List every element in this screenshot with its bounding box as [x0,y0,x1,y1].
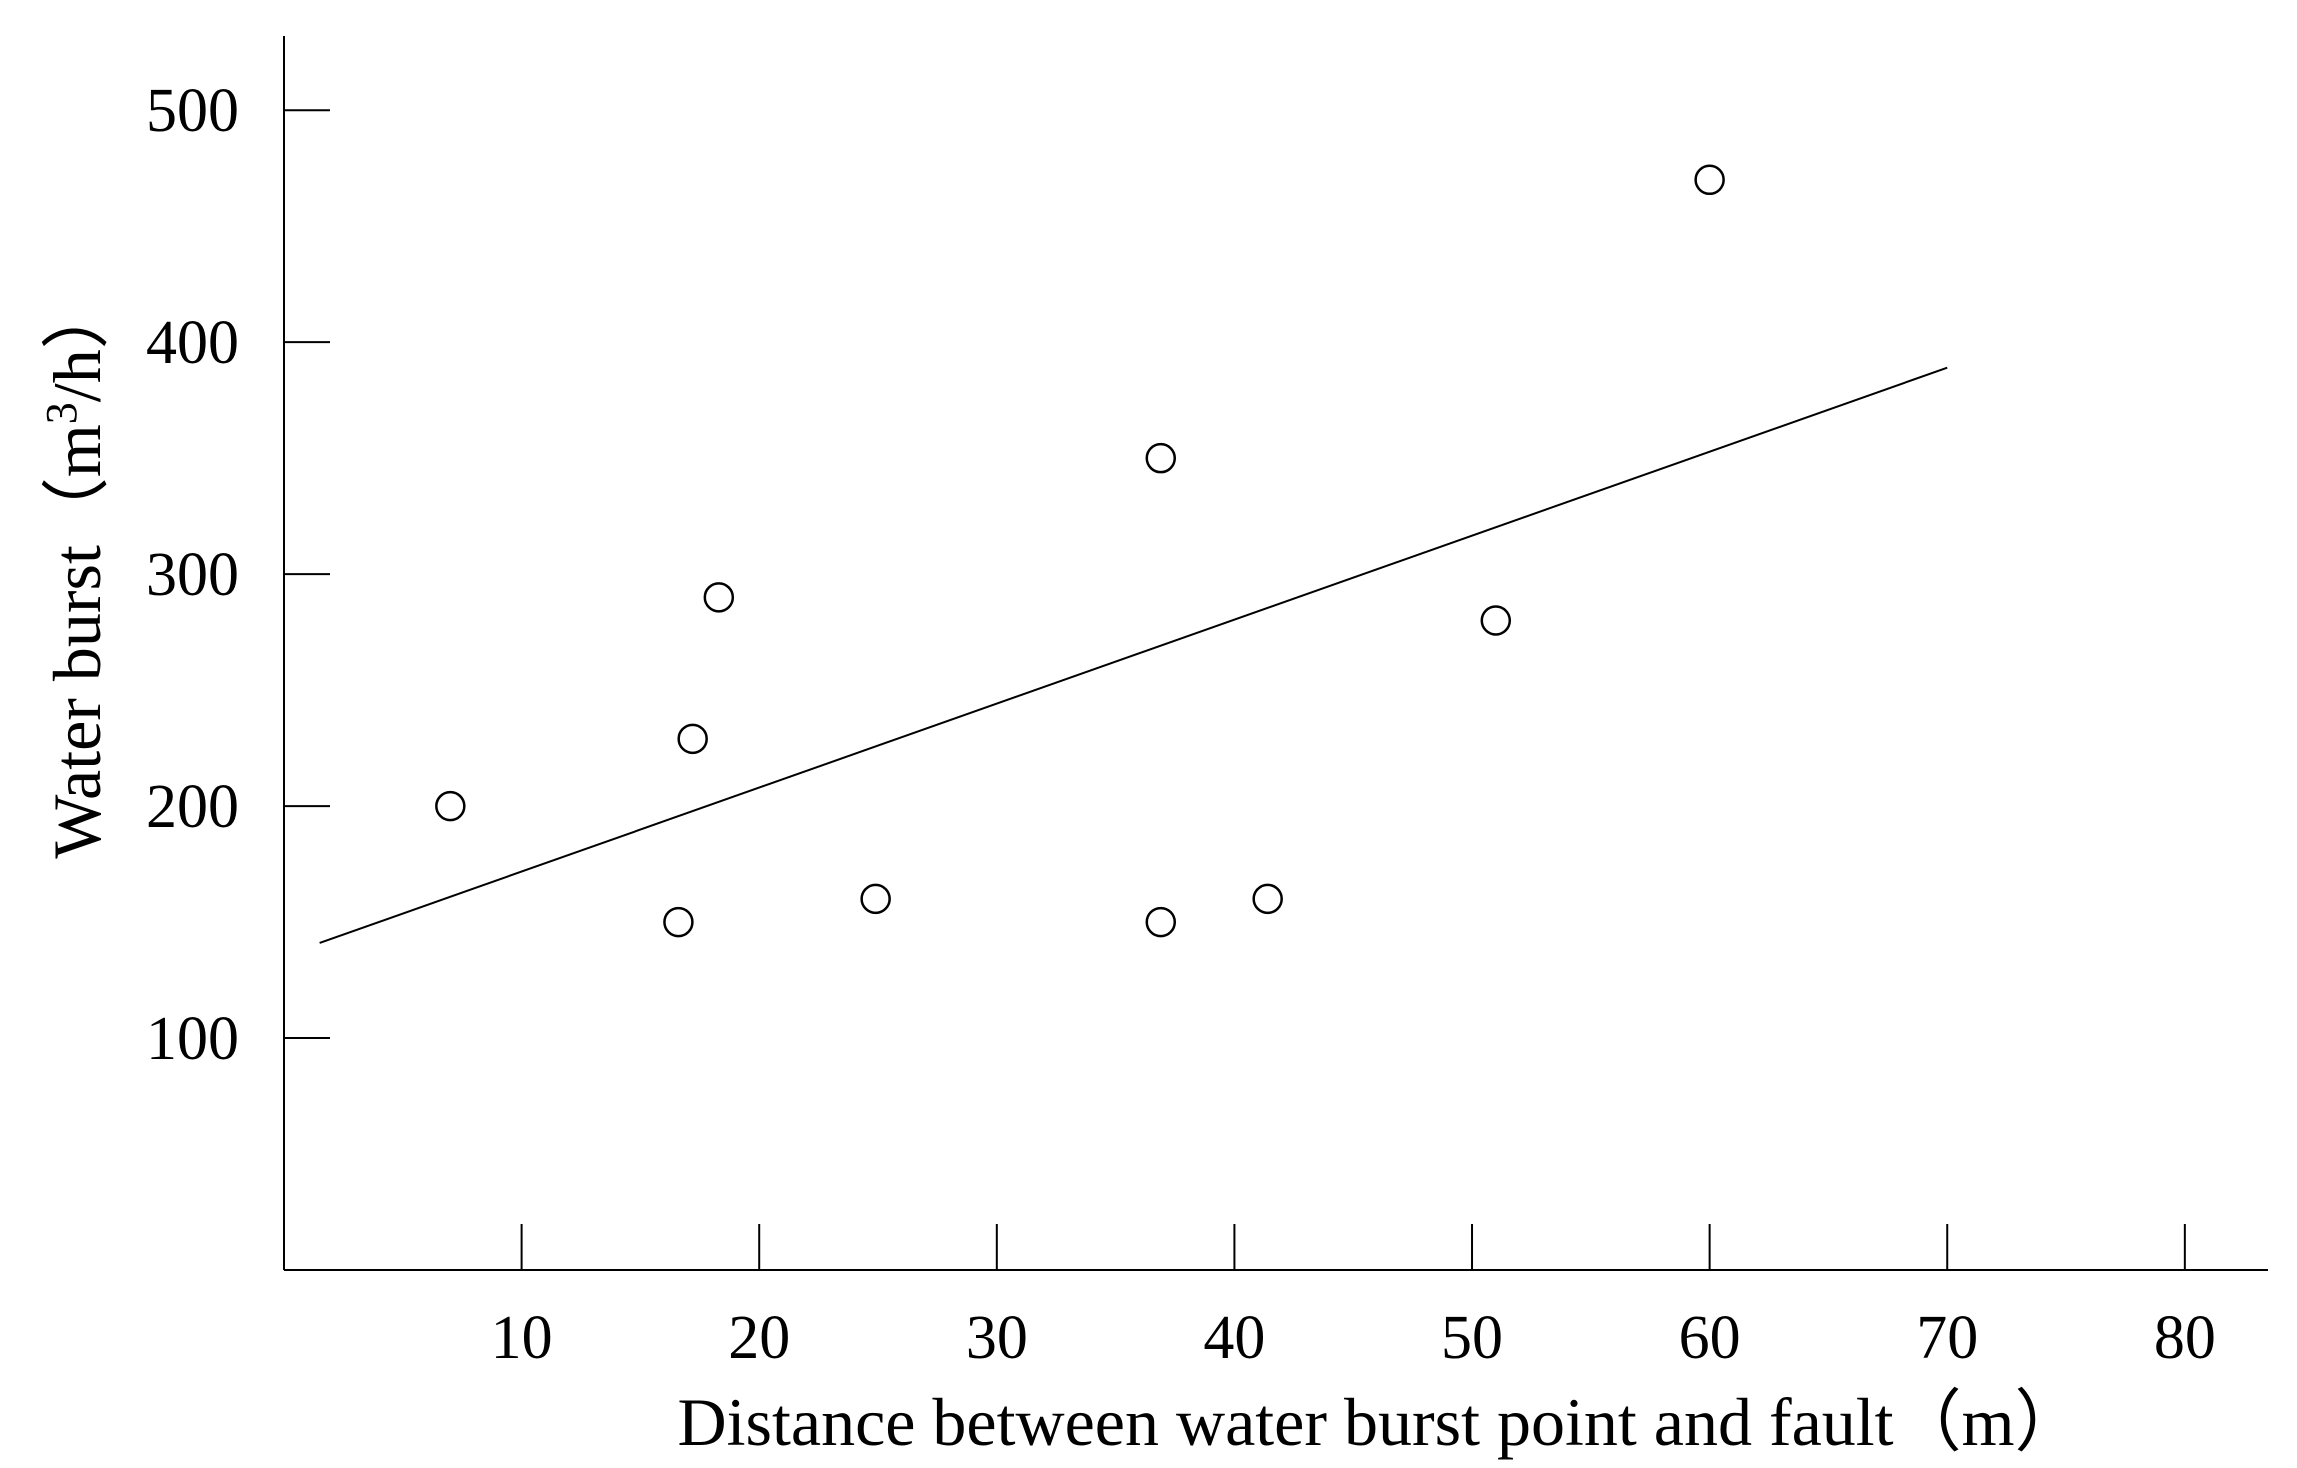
y-axis-title-suffix: /h） [39,281,115,402]
axes [283,36,2268,1271]
x-tick-label: 80 [2154,1304,2216,1372]
x-tick-label: 70 [1916,1304,1978,1372]
x-tick-label: 20 [728,1304,790,1372]
data-point [1480,605,1512,636]
y-axis-title-prefix: Water burst（m [39,424,115,859]
data-point [435,790,466,822]
data-points-layer [435,164,1725,938]
x-tick-label: 60 [1679,1304,1741,1372]
y-tick-label: 300 [146,541,239,609]
trendline-layer [319,366,1948,944]
x-tick-label: 10 [491,1304,553,1372]
y-axis-title-superscript: 3 [37,402,86,424]
y-tick-label: 100 [146,1005,239,1073]
x-axis-title: Distance between water burst point and f… [678,1384,2083,1460]
y-tick-label: 400 [146,309,239,377]
data-point [1252,883,1283,915]
y-tick-label: 200 [146,773,239,841]
trend-line [319,366,1948,944]
x-tick-label: 50 [1441,1304,1503,1372]
x-tick-label: 40 [1203,1304,1265,1372]
data-point [1145,442,1177,474]
data-point [703,582,735,613]
data-point [663,906,694,938]
data-point [860,883,891,915]
y-axis-title: Water burst（m3/h） [37,281,115,858]
x-tick-label: 30 [966,1304,1028,1372]
data-point [1694,164,1725,196]
y-tick-label: 500 [146,77,239,145]
data-point [1145,906,1177,938]
data-point [677,723,708,755]
tick-labels-layer: 10 20 30 40 50 60 70 80 100 200 300 400 500 [146,77,2216,1372]
